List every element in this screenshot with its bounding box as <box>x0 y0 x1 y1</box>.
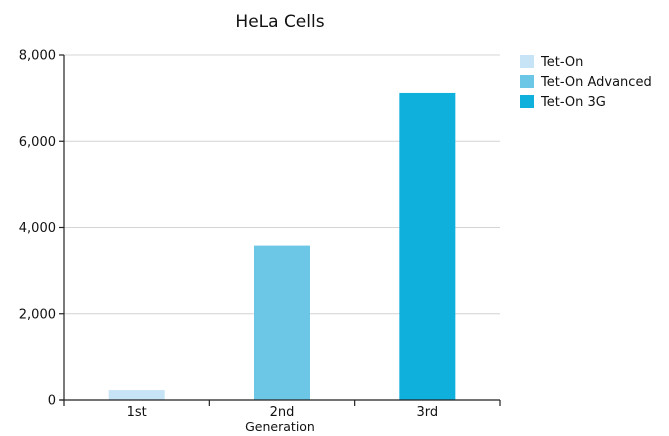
chart-title: HeLa Cells <box>235 12 324 32</box>
x-tick-label: 3rd <box>417 405 439 420</box>
y-axis-ticks: 0 2,000 4,000 6,000 8,000 <box>19 49 64 409</box>
bar-2nd <box>254 245 310 400</box>
x-axis-ticks: 1st 2nd 3rd <box>63 400 501 420</box>
bar-1st <box>108 390 165 400</box>
x-axis-title: Generation <box>245 419 315 434</box>
legend-label: Tet-On <box>540 55 583 70</box>
legend-swatch <box>520 55 534 68</box>
y-tick-label: 8,000 <box>19 49 56 64</box>
bars <box>108 92 456 400</box>
y-tick-label: 0 <box>48 394 56 409</box>
y-tick-label: 4,000 <box>19 221 56 236</box>
legend-swatch <box>520 75 534 88</box>
legend-label: Tet-On Advanced <box>540 75 652 90</box>
legend-label: Tet-On 3G <box>540 95 606 110</box>
legend: Tet-On Tet-On Advanced Tet-On 3G <box>520 55 652 110</box>
x-tick-label: 2nd <box>270 405 295 420</box>
y-tick-label: 2,000 <box>19 307 56 322</box>
legend-swatch <box>520 95 534 108</box>
bar-3rd <box>399 92 456 400</box>
y-tick-label: 6,000 <box>19 135 56 150</box>
x-tick-label: 1st <box>127 405 147 420</box>
